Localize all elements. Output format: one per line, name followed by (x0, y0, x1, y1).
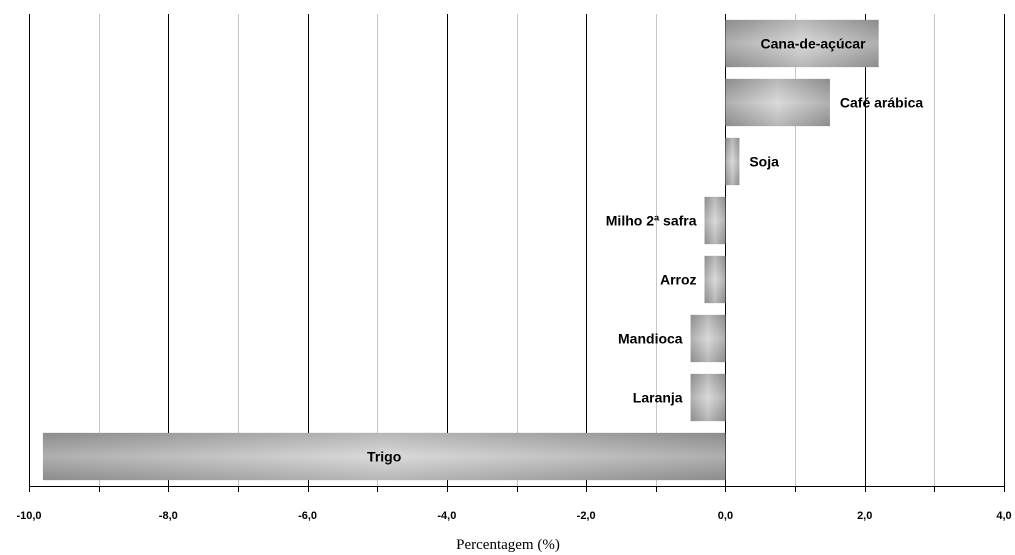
bar-shade (42, 432, 726, 481)
x-axis-title: Percentagem (%) (456, 537, 560, 553)
bar (725, 19, 879, 68)
category-label: Trigo (367, 449, 401, 465)
x-tick-label: -2,0 (577, 510, 596, 522)
gridlines (29, 14, 1005, 486)
category-label: Cana-de-açúcar (761, 36, 867, 52)
category-label: Café arábica (840, 95, 923, 111)
bar (704, 196, 726, 245)
bar-shade (690, 314, 726, 363)
bar (690, 373, 726, 422)
category-label: Laranja (633, 390, 683, 406)
category-label: Mandioca (618, 331, 683, 347)
x-tick-label: -8,0 (159, 510, 178, 522)
x-tick-label: -4,0 (437, 510, 456, 522)
bar-shade (690, 373, 726, 422)
bar (690, 314, 726, 363)
category-label: Arroz (660, 272, 697, 288)
category-label: Soja (749, 154, 779, 170)
x-axis (29, 486, 1005, 492)
bar-shade (725, 19, 879, 68)
x-tick-label: -6,0 (298, 510, 317, 522)
bars (42, 19, 879, 481)
bar (725, 137, 740, 186)
bar-shade (725, 137, 740, 186)
bar (704, 255, 726, 304)
category-labels: Cana-de-açúcar Café arábica Soja Milho 2ª s… (367, 36, 923, 465)
x-tick-labels: -10,0 -8,0 -6,0 -4,0 -2,0 0,0 2,0 4,0 (16, 510, 1011, 522)
x-tick-label: 0,0 (718, 510, 733, 522)
x-tick-label: 4,0 (996, 510, 1011, 522)
bar (725, 78, 830, 127)
bar (42, 432, 726, 481)
x-tick-label: 2,0 (857, 510, 872, 522)
category-label: Milho 2ª safra (606, 213, 697, 229)
bar-shade (704, 255, 726, 304)
x-tick-label: -10,0 (16, 510, 41, 522)
bar-shade (704, 196, 726, 245)
bar-shade (725, 78, 830, 127)
